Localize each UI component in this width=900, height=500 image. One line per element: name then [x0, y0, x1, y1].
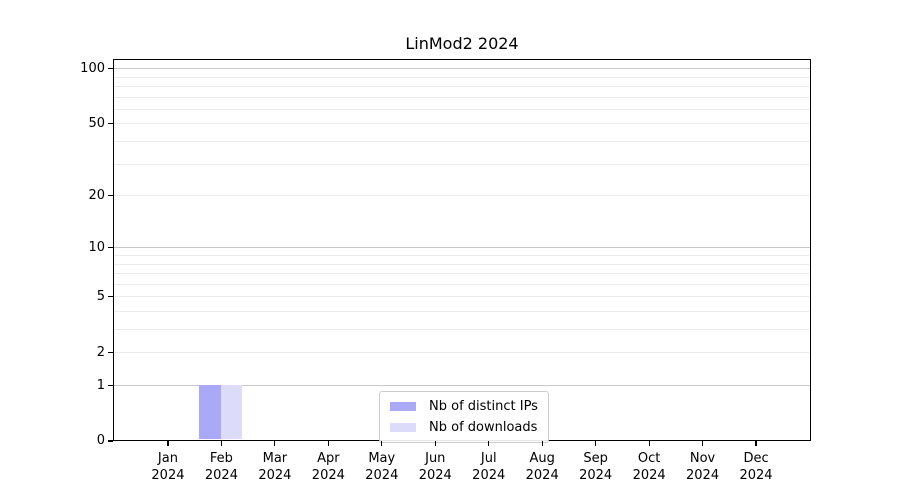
gridline-minor — [114, 263, 810, 265]
x-tick-label-month: Apr — [317, 451, 340, 466]
x-tick-label-month: Jun — [425, 451, 446, 466]
gridline-minor — [114, 96, 810, 98]
x-tick-label-year: 2024 — [311, 468, 345, 483]
legend-label-downloads: Nb of downloads — [429, 420, 538, 435]
x-tick-label: Sep 2024 — [564, 450, 628, 484]
x-tick-label-month: Oct — [637, 451, 661, 466]
x-tick-label-year: 2024 — [258, 468, 292, 483]
gridline-minor — [114, 76, 810, 78]
x-tick-label-month: May — [368, 451, 396, 466]
y-tick-label: 10 — [88, 239, 105, 255]
legend-item-distinct-ips: Nb of distinct IPs — [390, 399, 538, 414]
y-tick — [108, 68, 113, 70]
x-tick-label: Jul 2024 — [457, 450, 521, 484]
x-tick-label-month: Nov — [689, 451, 716, 466]
legend: Nb of distinct IPs Nb of downloads — [379, 391, 549, 443]
legend-item-downloads: Nb of downloads — [390, 420, 538, 435]
x-tick-label-month: Aug — [529, 451, 555, 466]
gridline-minor — [114, 141, 810, 143]
x-tick — [541, 441, 543, 446]
x-tick — [755, 441, 757, 446]
x-tick-label-year: 2024 — [472, 468, 506, 483]
gridline-minor — [114, 123, 810, 125]
x-tick-label: Dec 2024 — [724, 450, 788, 484]
gridline-minor — [114, 352, 810, 354]
x-tick-label-month: Mar — [262, 451, 288, 466]
x-tick-label: Jan 2024 — [136, 450, 200, 484]
x-tick — [381, 441, 383, 446]
x-tick — [488, 441, 490, 446]
x-tick-label-year: 2024 — [739, 468, 773, 483]
x-tick-label-month: Dec — [743, 451, 769, 466]
gridline-minor — [114, 273, 810, 275]
gridline-minor — [114, 108, 810, 110]
gridline-minor — [114, 329, 810, 331]
x-tick-label-month: Feb — [209, 451, 233, 466]
gridline-minor — [114, 86, 810, 88]
x-tick-label: Feb 2024 — [189, 450, 253, 484]
x-tick-label-year: 2024 — [686, 468, 720, 483]
bar-downloads-feb — [220, 385, 243, 439]
y-tick — [108, 123, 113, 125]
x-tick — [274, 441, 276, 446]
y-tick — [108, 352, 113, 354]
gridline-minor — [114, 283, 810, 285]
x-tick-label-month: Sep — [583, 451, 608, 466]
y-tick-label: 5 — [96, 288, 105, 304]
bar-distinct-ips-feb — [199, 385, 221, 439]
x-tick — [167, 441, 169, 446]
y-tick-label: 50 — [88, 115, 105, 131]
gridline-minor — [114, 195, 810, 197]
legend-swatch-downloads — [390, 423, 416, 432]
x-tick-label-year: 2024 — [418, 468, 452, 483]
x-tick-label-year: 2024 — [365, 468, 399, 483]
x-tick-label: Nov 2024 — [671, 450, 735, 484]
x-tick-label: Oct 2024 — [617, 450, 681, 484]
x-tick-label-year: 2024 — [525, 468, 559, 483]
x-tick — [434, 441, 436, 446]
x-tick-label: Apr 2024 — [296, 450, 360, 484]
x-tick — [648, 441, 650, 446]
x-tick-label: May 2024 — [350, 450, 414, 484]
gridline-major — [114, 385, 810, 386]
x-tick-label-year: 2024 — [579, 468, 613, 483]
x-tick — [595, 441, 597, 446]
y-tick-label: 2 — [96, 344, 105, 360]
y-tick — [108, 247, 113, 249]
y-tick — [108, 384, 113, 387]
gridline-minor — [114, 163, 810, 165]
x-tick-label-month: Jan — [157, 451, 178, 466]
y-tick — [108, 296, 113, 298]
y-tick-label: 100 — [80, 60, 105, 76]
x-tick — [701, 441, 704, 446]
y-tick-label: 20 — [88, 187, 105, 203]
gridline-major — [114, 68, 810, 70]
gridline-major — [114, 247, 810, 249]
gridline-minor — [114, 255, 810, 256]
legend-label-distinct-ips: Nb of distinct IPs — [429, 399, 538, 414]
legend-swatch-distinct-ips — [390, 402, 416, 411]
plot-area: Nb of distinct IPs Nb of downloads — [113, 59, 811, 443]
gridline-minor — [114, 296, 810, 298]
x-tick-label-year: 2024 — [204, 468, 238, 483]
x-tick-label: Aug 2024 — [510, 450, 574, 484]
x-tick-label: Mar 2024 — [243, 450, 307, 484]
chart-title: LinMod2 2024 — [405, 34, 519, 53]
x-tick-label-year: 2024 — [632, 468, 666, 483]
x-tick-label: Jun 2024 — [403, 450, 467, 484]
x-tick-label-year: 2024 — [151, 468, 185, 483]
y-tick — [108, 440, 113, 442]
x-tick — [327, 441, 329, 446]
gridline-minor — [114, 310, 810, 312]
y-tick-label: 1 — [96, 377, 105, 393]
x-tick — [220, 441, 222, 446]
y-tick — [108, 194, 113, 197]
y-tick-label: 0 — [96, 433, 105, 448]
x-tick-label-month: Jul — [480, 451, 497, 466]
